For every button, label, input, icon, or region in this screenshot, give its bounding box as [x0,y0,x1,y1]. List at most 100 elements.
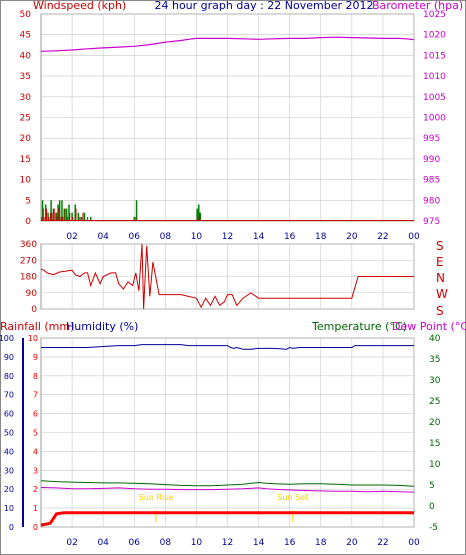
dewpoint-axis-title: Dew Point (°C) [392,320,466,333]
wind-chart-x-tick-label: 22 [377,232,388,242]
direction-tick-label: 270 [20,256,37,266]
barometer-tick-label: 985 [423,176,440,186]
wind-chart-x-tick-label: 02 [66,232,77,242]
graph-title: 24 hour graph day : 22 November 2012 [154,0,373,12]
rainfall-line [40,511,414,527]
rainfall-tick-label: 6 [33,410,38,419]
windspeed-tick-label: 25 [20,114,31,124]
wind-chart-x-tick-label: 14 [253,232,265,242]
direction-tick-label: 90 [26,289,38,299]
rainfall-tick-label: 10 [28,334,38,343]
barometer-line [40,36,415,52]
barometer-tick-label: 1015 [423,51,446,61]
barometer-tick-label: 1005 [423,93,446,103]
humidity-tick-label: 90 [4,353,14,362]
climate-chart-x-tick-label: 02 [66,538,77,548]
climate-chart-x-tick-label: 18 [315,538,327,548]
barometer-tick-label: 990 [423,155,440,165]
compass-label: S [436,239,444,253]
sun-event-label: Sun Set [277,493,308,502]
humidity-tick-label: 40 [4,447,14,456]
temperature-axis-title: Temperature (°C) [311,320,407,333]
rainfall-tick-label: 9 [33,353,38,362]
barometer-tick-label: 980 [423,196,440,206]
compass-label: N [436,271,445,285]
windspeed-tick-label: 40 [20,51,32,61]
temperature-tick-label: 20 [429,418,441,428]
windspeed-tick-label: 35 [20,72,31,82]
rainfall-tick-label: 7 [33,391,38,400]
wind-direction-line [40,243,414,310]
humidity-tick-label: 70 [4,391,14,400]
climate-chart-x-tick-label: 00 [408,538,420,548]
rainfall-tick-label: 2 [33,485,38,494]
rainfall-tick-label: 3 [33,466,38,475]
compass-label: W [436,287,448,301]
humidity-tick-label: 30 [4,466,14,475]
climate-chart-x-tick-label: 04 [97,538,109,548]
barometer-tick-label: 1010 [423,72,446,82]
humidity-tick-label: 80 [4,372,14,381]
humidity-tick-label: 20 [4,485,14,494]
climate-chart-x-tick-label: 16 [284,538,296,548]
compass-label: S [436,304,444,318]
rainfall-tick-label: 8 [33,372,38,381]
wind-chart-x-tick-label: 06 [129,232,141,242]
wind-chart-x-tick-label: 04 [97,232,109,242]
rainfall-tick-label: 0 [33,523,38,532]
humidity-tick-label: 60 [4,410,14,419]
wind-chart-x-tick-label: 10 [191,232,203,242]
barometer-axis-title: Barometer (hpa) [372,0,463,12]
windspeed-tick-label: 45 [20,31,31,41]
humidity-tick-label: 100 [0,334,14,343]
windspeed-tick-label: 10 [20,176,32,186]
windspeed-tick-label: 30 [20,93,32,103]
wind-chart-x-tick-label: 00 [408,232,420,242]
temperature-tick-label: 25 [429,397,440,407]
barometer-tick-label: 995 [423,134,440,144]
wind-chart-x-tick-label: 18 [315,232,327,242]
dewpoint-line [40,487,415,493]
climate-chart-x-tick-label: 06 [129,538,141,548]
temperature-tick-label: 35 [429,355,440,365]
rainfall-tick-label: 5 [33,429,38,438]
temperature-tick-label: 0 [429,502,435,512]
direction-tick-label: 0 [31,305,37,315]
temperature-tick-label: -5 [429,523,438,533]
rainfall-tick-label: 4 [33,447,38,456]
humidity-line [41,344,414,350]
wind-chart-x-tick-label: 20 [346,232,358,242]
climate-chart-x-tick-label: 20 [346,538,358,548]
barometer-tick-label: 975 [423,217,440,227]
climate-chart-x-tick-label: 08 [160,538,172,548]
wind-chart-x-tick-label: 12 [222,232,233,242]
windspeed-tick-label: 50 [20,10,32,20]
windspeed-tick-label: 15 [20,155,31,165]
rainfall-axis-title: Rainfall (mm) [0,320,74,333]
temperature-tick-label: 40 [429,334,441,344]
wind-chart-x-tick-label: 16 [284,232,296,242]
temperature-tick-label: 5 [429,481,435,491]
direction-tick-label: 360 [20,240,37,250]
compass-label: E [436,255,444,269]
climate-chart-x-tick-label: 12 [222,538,233,548]
wind-chart-x-tick-label: 08 [160,232,172,242]
temperature-tick-label: 30 [429,376,441,386]
rain-humidity-temperature-panel: 0102030405060708090100012345678910-50510… [0,334,441,548]
barometer-tick-label: 1020 [423,31,446,41]
direction-tick-label: 180 [20,273,37,283]
wind-barometer-panel: 0510152025303540455097598098599099510001… [20,10,447,242]
barometer-tick-label: 1025 [423,10,446,20]
temperature-tick-label: 10 [429,460,441,470]
humidity-tick-label: 10 [4,504,14,513]
temperature-tick-label: 15 [429,439,440,449]
temperature-line [40,480,415,487]
windspeed-tick-label: 5 [25,196,31,206]
windspeed-axis-title: Windspeed (kph) [33,0,126,12]
rainfall-tick-label: 1 [33,504,38,513]
humidity-tick-label: 0 [9,523,14,532]
sun-event-label: Sun Rise [139,493,174,502]
humidity-tick-label: 50 [4,429,14,438]
